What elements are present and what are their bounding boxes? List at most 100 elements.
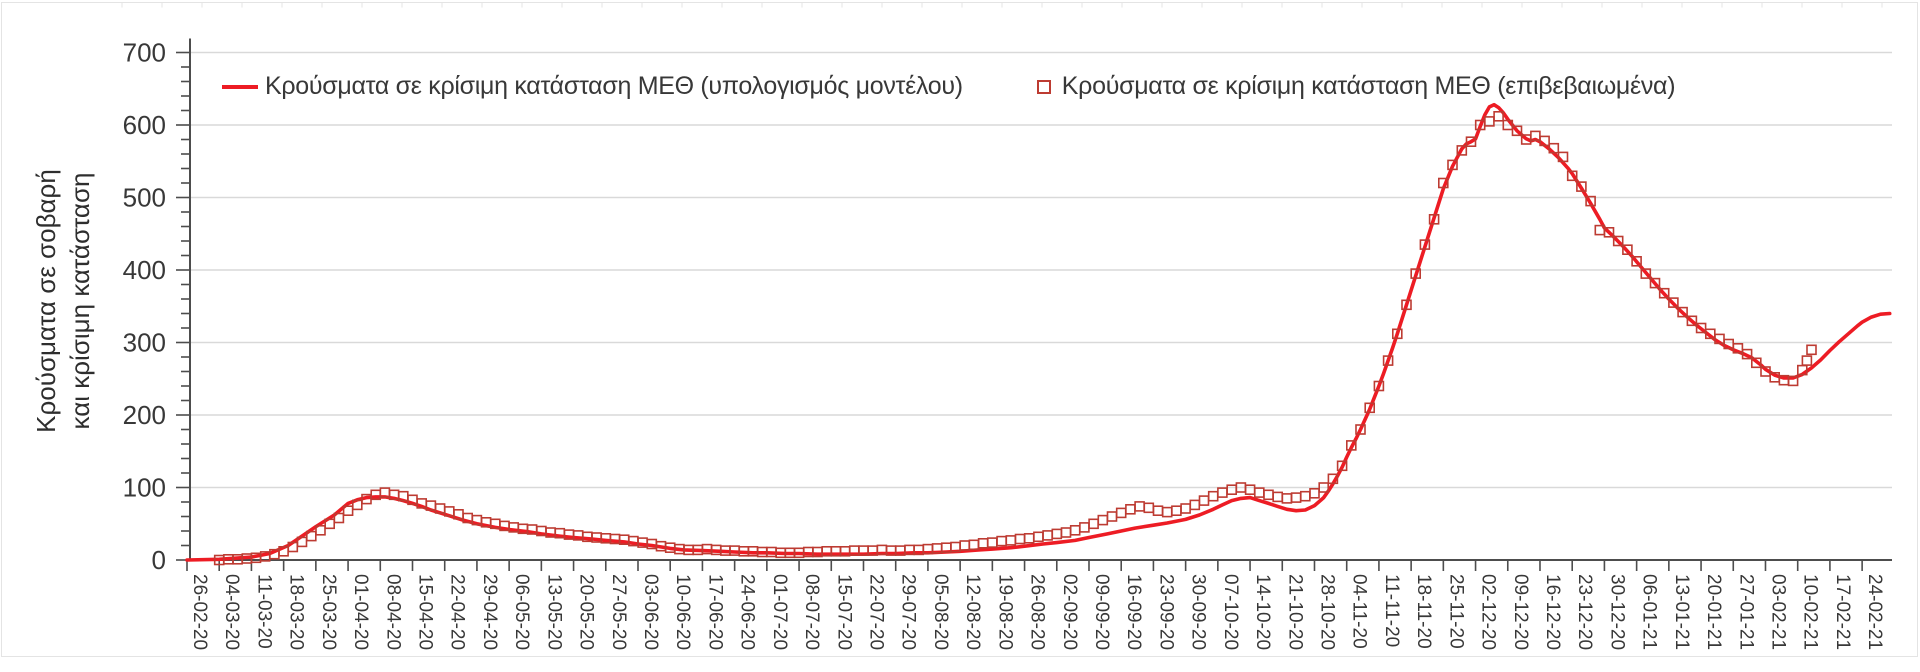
confirmed-point: [1309, 487, 1320, 499]
confirmed-point: [1438, 177, 1449, 189]
confirmed-point: [1677, 306, 1688, 318]
x-tick-label: 09-09-20: [1091, 574, 1112, 650]
confirmed-point: [1787, 375, 1799, 387]
legend: Κρούσματα σε κρίσιμη κατάσταση ΜΕΘ (υπολ…: [222, 72, 1676, 101]
y-tick-label: 100: [123, 473, 166, 503]
confirmed-point: [1686, 315, 1698, 327]
y-tick-label: 700: [123, 38, 166, 68]
confirmed-square-swatch-icon: [1036, 79, 1051, 94]
legend-item-model: Κρούσματα σε κρίσιμη κατάσταση ΜΕΘ (υπολ…: [222, 72, 963, 101]
y-tick-label: 200: [123, 400, 166, 430]
confirmed-point: [305, 530, 317, 542]
confirmed-point: [1419, 239, 1431, 250]
confirmed-point: [1198, 495, 1210, 506]
x-tick-label: 30-09-20: [1188, 574, 1209, 650]
x-tick-label: 21-10-20: [1284, 574, 1305, 650]
confirmed-point: [1806, 344, 1817, 356]
x-tick-label: 28-10-20: [1316, 574, 1337, 650]
confirmed-point: [1640, 268, 1652, 279]
confirmed-point: [1346, 440, 1357, 451]
confirmed-point: [1134, 501, 1145, 512]
confirmed-point: [1576, 181, 1587, 192]
confirmed-point: [1023, 532, 1035, 544]
confirmed-point: [1097, 514, 1109, 526]
confirmed-point: [1281, 493, 1293, 504]
confirmed-point: [1585, 195, 1596, 207]
y-tick-label: 0: [152, 545, 166, 575]
confirmed-point: [1548, 142, 1560, 154]
confirmed-point: [351, 499, 363, 511]
confirmed-point: [1382, 355, 1394, 366]
confirmed-point: [1493, 111, 1504, 122]
y-tick-label: 400: [123, 255, 166, 285]
confirmed-point: [1300, 490, 1311, 502]
confirmed-point: [333, 512, 345, 524]
x-tick-label: 02-12-20: [1478, 574, 1499, 650]
x-tick-label: 11-11-20: [1381, 574, 1402, 647]
x-tick-label: 17-06-20: [704, 574, 725, 650]
confirmed-point: [1801, 355, 1813, 366]
confirmed-point: [1171, 505, 1182, 517]
confirmed-point: [1263, 489, 1274, 501]
confirmed-point: [1732, 342, 1744, 354]
confirmed-point: [1069, 524, 1081, 536]
x-tick-label: 24-02-21: [1864, 574, 1885, 650]
confirmed-point: [1566, 170, 1578, 182]
x-tick-label: 19-08-20: [994, 574, 1015, 650]
x-tick-label: 23-09-20: [1155, 574, 1176, 650]
x-tick-label: 09-12-20: [1510, 574, 1531, 650]
confirmed-point: [1115, 507, 1127, 519]
confirmed-point: [1161, 506, 1173, 518]
confirmed-point: [1125, 503, 1136, 515]
x-tick-label: 16-09-20: [1123, 574, 1144, 650]
model-line-path: [185, 102, 1892, 562]
confirmed-point: [1410, 268, 1421, 279]
x-tick-label: 26-02-20: [189, 574, 210, 650]
x-tick-label: 02-09-20: [1059, 574, 1080, 650]
x-tick-label: 05-08-20: [930, 574, 951, 650]
confirmed-point: [1033, 531, 1044, 543]
confirmed-point: [1622, 244, 1633, 255]
confirmed-point: [1465, 136, 1477, 147]
confirmed-point: [1005, 535, 1017, 546]
x-tick-label: 27-05-20: [608, 574, 629, 650]
x-tick-label: 26-08-20: [1027, 574, 1048, 650]
confirmed-point: [959, 540, 971, 551]
confirmed-point: [1502, 119, 1514, 131]
x-tick-label: 17-02-21: [1832, 574, 1853, 650]
x-tick-label: 29-07-20: [898, 574, 919, 650]
x-tick-label: 18-03-20: [286, 574, 307, 650]
chart-frame: [1, 2, 1918, 657]
confirmed-point: [1336, 460, 1348, 472]
confirmed-point: [1668, 297, 1679, 308]
confirmed-point: [1254, 487, 1265, 498]
legend-item-confirmed: Κρούσματα σε κρίσιμη κατάσταση ΜΕΘ (επιβ…: [1036, 72, 1676, 101]
y-tick-label: 300: [123, 328, 166, 358]
y-tick-label: 600: [123, 110, 166, 140]
confirmed-point: [1143, 502, 1155, 514]
confirmed-point: [1428, 214, 1440, 225]
confirmed-squares: [213, 111, 1817, 566]
x-tick-label: 11-03-20: [253, 574, 274, 649]
x-tick-label: 30-12-20: [1606, 574, 1627, 650]
x-tick-label: 14-10-20: [1252, 574, 1273, 650]
confirmed-point: [1539, 135, 1550, 147]
x-tick-label: 06-01-21: [1639, 574, 1660, 650]
y-tick-label: 500: [123, 183, 166, 213]
confirmed-point: [977, 537, 989, 549]
x-tick-label: 15-04-20: [414, 574, 435, 650]
confirmed-point: [296, 536, 308, 548]
x-tick-label: 22-07-20: [865, 574, 886, 650]
confirmed-point: [1272, 491, 1283, 503]
x-tick-label: 07-10-20: [1220, 574, 1241, 650]
confirmed-point: [315, 524, 326, 536]
x-tick-label: 06-05-20: [511, 574, 532, 650]
x-tick-label: 15-07-20: [833, 574, 854, 650]
confirmed-point: [986, 537, 998, 548]
x-tick-label: 20-05-20: [576, 574, 597, 650]
x-tick-label: 03-06-20: [640, 574, 661, 650]
legend-label-model: Κρούσματα σε κρίσιμη κατάσταση ΜΕΘ (υπολ…: [265, 72, 963, 100]
confirmed-point: [1244, 484, 1256, 496]
x-tick-label: 25-11-20: [1445, 574, 1466, 649]
